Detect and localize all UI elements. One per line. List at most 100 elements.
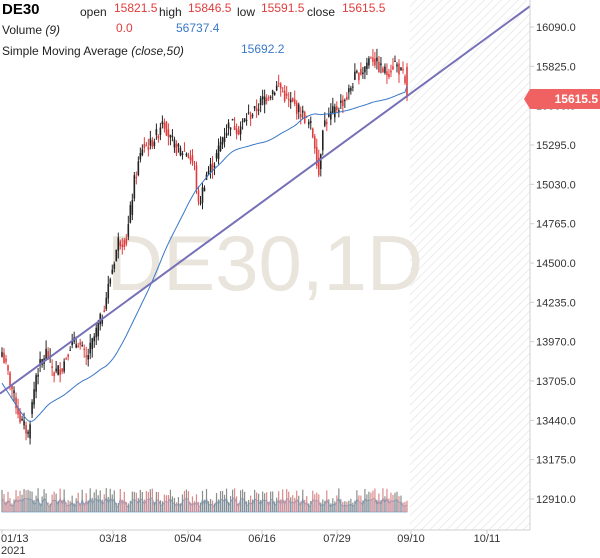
- candle-body: [5, 358, 7, 362]
- volume-bar: [9, 498, 11, 512]
- candle-body: [33, 389, 35, 405]
- candle-body: [195, 165, 198, 190]
- volume-bar: [213, 503, 216, 512]
- candle-body: [317, 157, 320, 176]
- volume-bar: [161, 501, 163, 512]
- volume-bar: [31, 491, 33, 512]
- volume-bar: [284, 500, 286, 512]
- y-tick-label: 15825.0: [536, 61, 576, 73]
- volume-bar: [187, 491, 190, 512]
- volume-bar: [47, 502, 49, 512]
- candle-body: [193, 163, 196, 165]
- volume-bar: [3, 494, 5, 512]
- candle-body: [352, 86, 354, 88]
- volume-bar: [336, 495, 338, 512]
- volume-bar: [368, 491, 370, 512]
- candle-body: [177, 144, 180, 147]
- volume-bar: [37, 488, 39, 512]
- candle-body: [297, 104, 300, 113]
- volume-bar: [95, 489, 97, 512]
- candle-body: [400, 67, 402, 71]
- volume-bar: [316, 492, 318, 512]
- volume-bar: [211, 500, 214, 512]
- volume-bar: [248, 499, 250, 512]
- candle-body: [67, 354, 69, 357]
- candle-body: [77, 345, 79, 348]
- candle-body: [45, 348, 47, 359]
- candle-body: [275, 85, 278, 91]
- candle-body: [346, 96, 348, 100]
- volume-bar: [181, 494, 184, 512]
- candle-body: [139, 152, 142, 160]
- volume-bar: [155, 492, 157, 512]
- volume-bar: [312, 490, 314, 512]
- candle-body: [299, 114, 302, 118]
- candle-body: [227, 122, 230, 129]
- volume-bar: [89, 488, 91, 512]
- candle-body: [225, 132, 228, 136]
- candle-body: [209, 164, 212, 172]
- candle-body: [267, 97, 270, 99]
- volume-bar: [21, 494, 23, 512]
- volume-bar: [274, 501, 276, 512]
- volume-bar: [77, 492, 79, 512]
- y-tick-label: 15030.0: [536, 179, 576, 191]
- candle-body: [65, 358, 67, 360]
- volume-bar: [91, 497, 93, 512]
- candle-body: [237, 130, 240, 135]
- candle-body: [31, 402, 33, 415]
- volume-bar: [400, 495, 402, 512]
- candle-body: [123, 240, 126, 248]
- candle-body: [388, 73, 390, 77]
- volume-bar: [197, 501, 200, 512]
- candle-body: [315, 147, 318, 166]
- candle-body: [203, 187, 206, 192]
- volume-bar: [260, 499, 262, 512]
- volume-bar: [266, 492, 268, 512]
- volume-bar: [13, 499, 15, 512]
- candle-body: [79, 342, 81, 345]
- volume-bar: [195, 494, 198, 512]
- candle-body: [404, 76, 406, 83]
- candle-body: [115, 249, 118, 262]
- candle-body: [231, 118, 234, 121]
- candle-body: [201, 187, 204, 203]
- volume-bar: [392, 494, 394, 512]
- candle-body: [330, 111, 332, 120]
- volume-bar: [19, 490, 21, 512]
- volume-bar: [51, 494, 53, 512]
- candle-body: [219, 141, 222, 152]
- volume-bar: [328, 499, 330, 512]
- candle-body: [376, 57, 378, 62]
- candle-body: [277, 83, 280, 85]
- x-tick-label: 10/11: [474, 533, 501, 545]
- volume-bar: [215, 493, 218, 512]
- trendline: [0, 5, 531, 395]
- volume-bar: [55, 493, 57, 512]
- volume-bar: [15, 490, 17, 512]
- volume-bar: [141, 491, 143, 512]
- candle-body: [402, 68, 404, 71]
- candle-body: [386, 71, 388, 76]
- candle-body: [169, 134, 172, 138]
- volume-bar: [143, 499, 145, 512]
- candle-body: [364, 66, 366, 73]
- candle-body: [356, 71, 358, 73]
- low-value: 15591.5: [261, 1, 305, 15]
- volume-bar: [352, 502, 354, 512]
- volume-indicator-label: Volume (9): [2, 23, 60, 37]
- candle-body: [344, 100, 346, 102]
- volume-bar: [394, 492, 396, 512]
- candle-body: [295, 102, 298, 114]
- volume-bar: [193, 501, 196, 512]
- volume-bar: [374, 488, 376, 512]
- volume-bar: [79, 503, 81, 512]
- volume-bar: [282, 489, 284, 512]
- watermark: DE30,1D: [107, 219, 424, 307]
- volume-bar: [179, 503, 182, 512]
- volume-average-value: 56737.4: [176, 21, 220, 35]
- candle-body: [221, 137, 224, 145]
- volume-bar: [189, 502, 192, 512]
- candle-body: [223, 136, 226, 142]
